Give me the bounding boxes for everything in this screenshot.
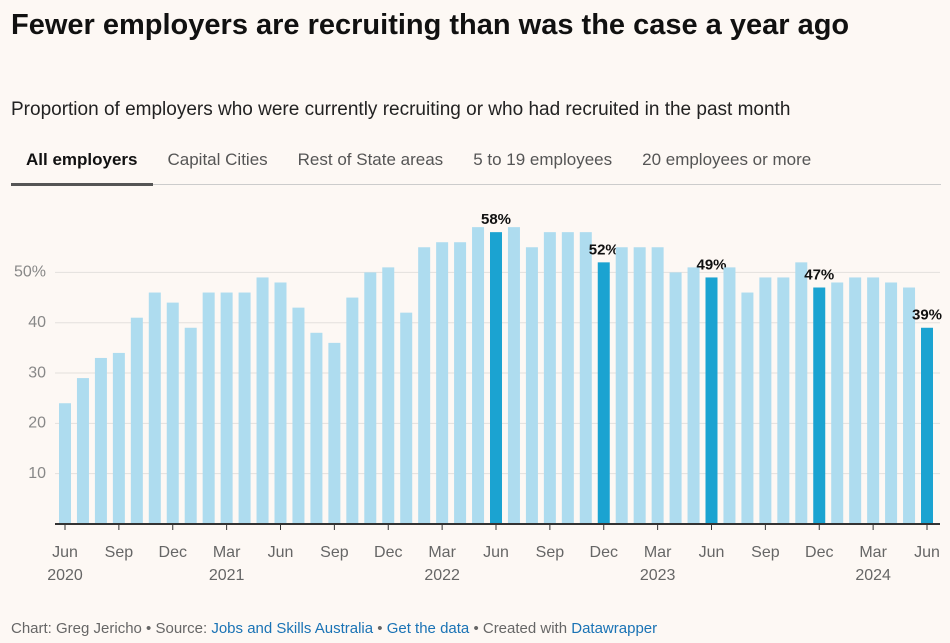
x-tick-label: Mar — [859, 544, 887, 561]
source-link[interactable]: Jobs and Skills Australia — [211, 620, 374, 637]
bar — [238, 292, 251, 524]
bar — [94, 357, 107, 524]
x-tick-label: Jun — [52, 544, 78, 561]
tab[interactable]: 20 employees or more — [642, 150, 812, 169]
bar — [669, 272, 682, 524]
bar — [723, 267, 736, 524]
x-year-label: 2023 — [640, 567, 676, 584]
credit: Chart: Greg Jericho • Source: — [11, 620, 208, 637]
bar — [903, 287, 916, 524]
bar — [418, 247, 431, 524]
y-tick-label: 20 — [28, 415, 46, 432]
bar — [490, 232, 502, 524]
bar — [741, 292, 754, 524]
bar — [579, 232, 592, 524]
bar — [382, 267, 395, 524]
data-link[interactable]: Get the data — [386, 620, 470, 637]
created: • Created with — [473, 620, 568, 637]
bar — [525, 247, 538, 524]
bar — [292, 307, 305, 524]
tab[interactable]: 5 to 19 employees — [473, 150, 613, 169]
data-label: 39% — [912, 307, 942, 324]
bar — [507, 227, 520, 524]
x-tick-label: Mar — [428, 544, 456, 561]
bar — [615, 247, 628, 524]
footer: Chart: Greg Jericho • Source: Jobs and S… — [11, 620, 657, 637]
bar — [813, 287, 826, 524]
x-tick-label: Sep — [536, 544, 565, 561]
bar — [795, 262, 808, 524]
tab[interactable]: Rest of State areas — [297, 150, 444, 169]
bar — [633, 247, 646, 524]
data-label: 58% — [481, 211, 511, 228]
bar — [59, 403, 71, 524]
bar — [849, 277, 862, 524]
bar — [561, 232, 574, 524]
x-tick-label: Jun — [914, 544, 940, 561]
bar — [597, 262, 610, 524]
bar — [831, 282, 844, 524]
x-tick-label: Sep — [105, 544, 134, 561]
x-tick-label: Jun — [268, 544, 294, 561]
tab[interactable]: All employers — [11, 136, 153, 186]
data-label: 49% — [696, 256, 726, 273]
bar — [202, 292, 215, 524]
subtitle: Proportion of employers who were current… — [11, 99, 791, 120]
bar — [777, 277, 790, 524]
separator: • — [377, 620, 383, 637]
x-tick-label: Jun — [483, 544, 509, 561]
bar — [364, 272, 377, 524]
bar — [256, 277, 269, 524]
bar — [148, 292, 161, 524]
x-tick-label: Dec — [590, 544, 618, 561]
x-year-label: 2021 — [209, 567, 245, 584]
bar — [472, 227, 485, 524]
bar — [759, 277, 772, 524]
x-tick-label: Mar — [213, 544, 241, 561]
bar — [274, 282, 287, 524]
x-tick-label: Dec — [159, 544, 187, 561]
bar — [310, 332, 323, 524]
tool-link[interactable]: Datawrapper — [571, 620, 658, 637]
bar — [867, 277, 880, 524]
bar — [328, 342, 341, 524]
bar — [921, 327, 933, 524]
bar — [400, 312, 413, 524]
x-tick-label: Dec — [805, 544, 833, 561]
bar — [76, 378, 89, 524]
title: Fewer employers are recruiting than was … — [11, 9, 850, 41]
y-tick-label: 40 — [28, 314, 46, 331]
tabs: All employers Capital Cities Rest of State… — [11, 136, 941, 186]
tab[interactable]: Capital Cities — [167, 150, 268, 169]
x-tick-label: Dec — [374, 544, 402, 561]
y-tick-label: 10 — [28, 465, 46, 482]
bar — [184, 327, 197, 524]
bar — [130, 317, 143, 524]
bar — [166, 302, 179, 524]
data-label: 47% — [804, 266, 834, 283]
bar — [651, 247, 664, 524]
bar — [436, 242, 449, 524]
bar — [454, 242, 467, 524]
data-label: 52% — [589, 241, 619, 258]
x-tick-label: Mar — [644, 544, 672, 561]
y-tick-label: 50% — [14, 264, 46, 281]
x-tick-label: Sep — [751, 544, 780, 561]
x-year-label: 2020 — [47, 567, 83, 584]
y-tick-label: 30 — [28, 364, 46, 381]
bar — [346, 297, 359, 524]
x-tick-label: Sep — [320, 544, 349, 561]
bar — [220, 292, 233, 524]
bar — [885, 282, 898, 524]
x-tick-label: Jun — [699, 544, 725, 561]
x-year-label: 2024 — [855, 567, 891, 584]
bar — [687, 267, 700, 524]
bar — [543, 232, 556, 524]
x-year-label: 2022 — [424, 567, 460, 584]
bar — [705, 277, 718, 524]
bar — [112, 352, 125, 524]
